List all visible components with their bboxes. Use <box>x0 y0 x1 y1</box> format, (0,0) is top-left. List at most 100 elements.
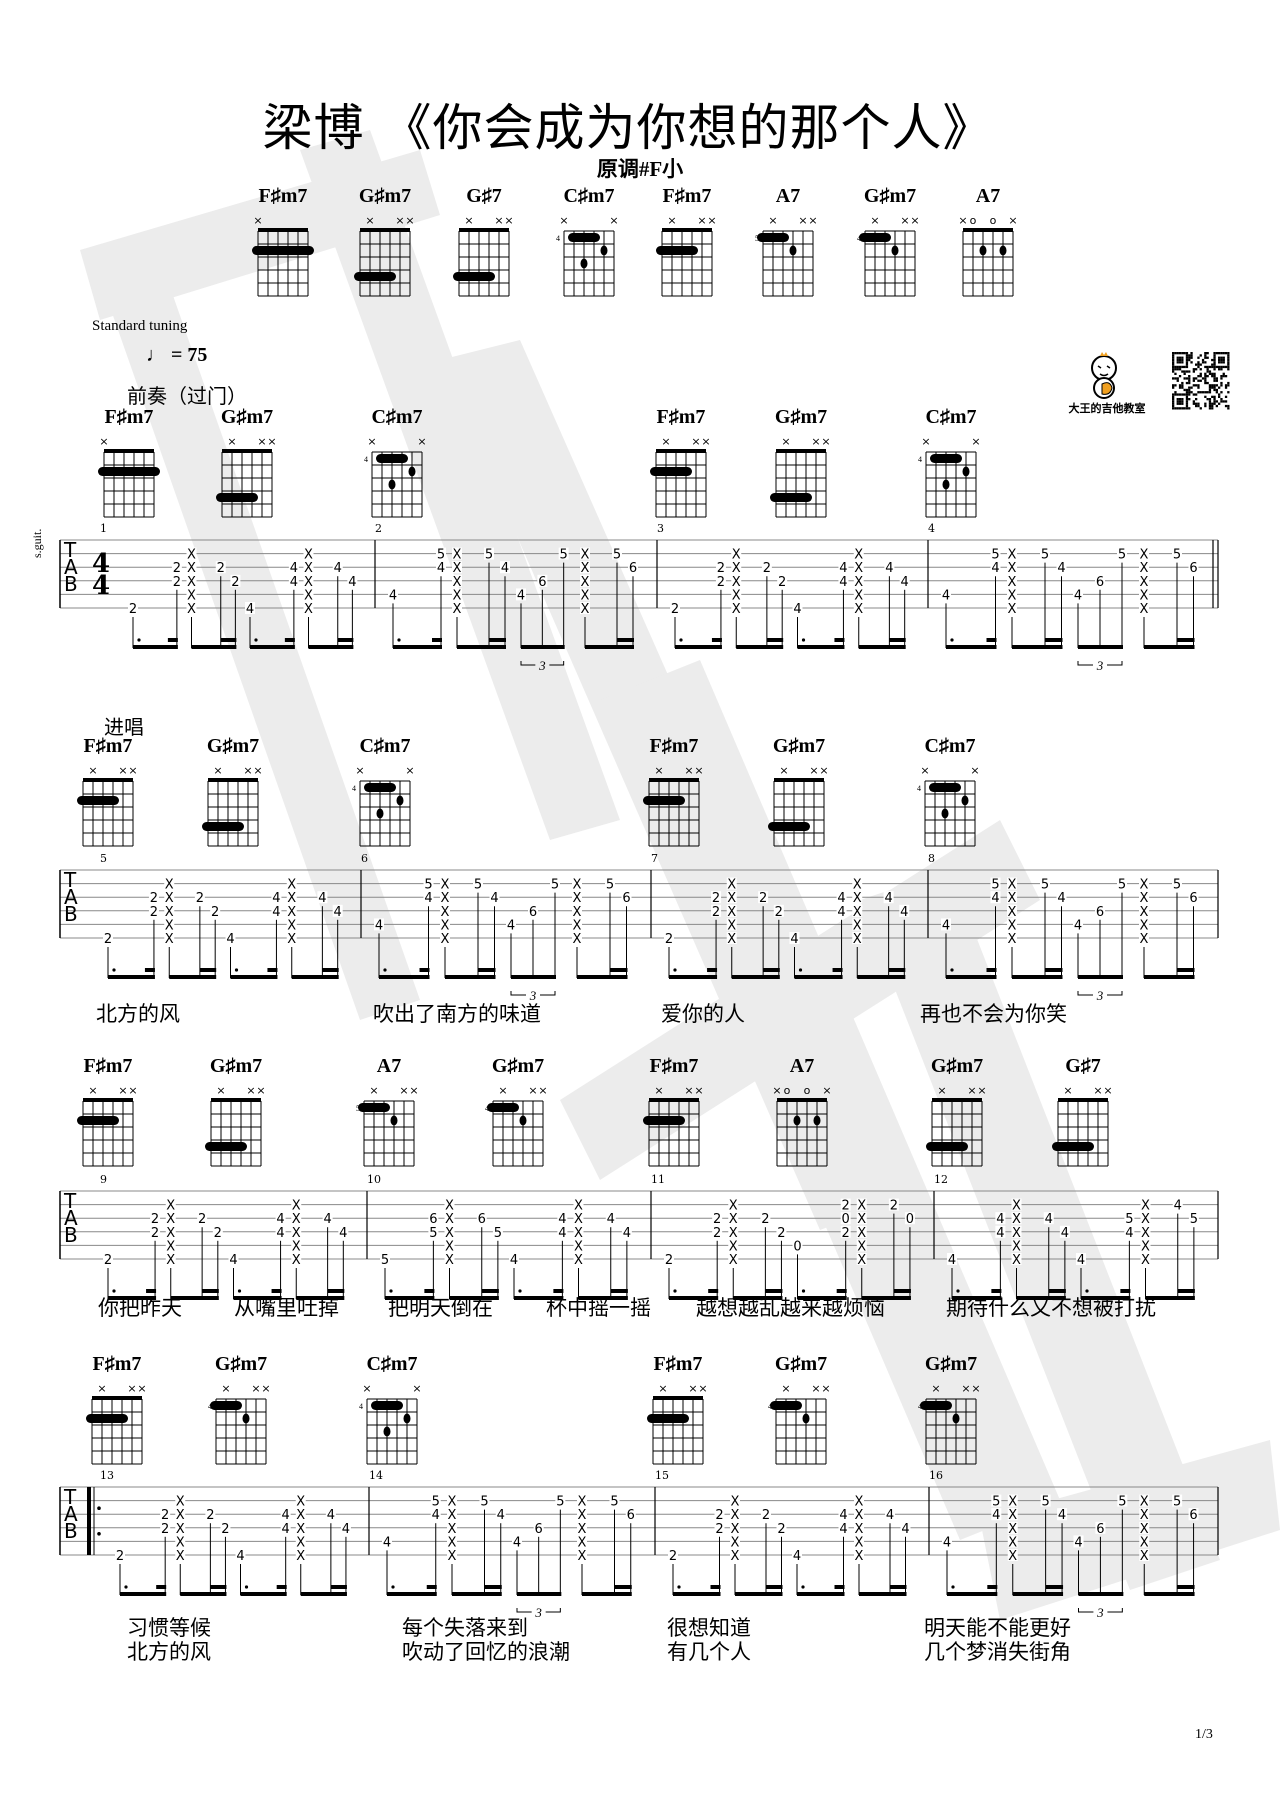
watermark-stroke <box>980 1440 1280 1620</box>
sixteenth-beam <box>711 638 722 642</box>
beam <box>191 645 237 649</box>
dead-note: X <box>441 891 450 906</box>
sixteenth-beam <box>267 968 278 972</box>
chord-name: F♯m7 <box>258 185 308 207</box>
dead-note: X <box>1012 1199 1021 1214</box>
sixteenth-beam <box>1045 1585 1064 1589</box>
note-bg <box>245 602 255 614</box>
muted-string-icon: × <box>256 1084 265 1097</box>
qr-module <box>1204 395 1207 398</box>
qr-module <box>1206 398 1209 401</box>
tab-event: 5 <box>609 1494 620 1510</box>
fret-number: 0 <box>906 1212 914 1227</box>
muted-string-icon: × <box>216 1084 225 1097</box>
note-bg <box>1007 932 1017 944</box>
muted-string-icon: × <box>697 214 706 227</box>
tab-clef: T <box>63 1189 77 1213</box>
note-bg <box>452 547 462 560</box>
qr-module <box>1218 358 1221 362</box>
note-bg <box>436 547 446 560</box>
note-bg <box>1011 1239 1022 1252</box>
chord-barre <box>77 1116 119 1125</box>
muted-string-icon: × <box>977 1084 986 1097</box>
fret-number: 5 <box>494 1226 502 1241</box>
qr-module <box>1190 391 1193 394</box>
dead-note: X <box>581 561 590 576</box>
qr-module <box>1195 393 1198 396</box>
fret-number: 2 <box>231 575 239 590</box>
fret-number: 2 <box>842 1199 850 1214</box>
dead-note: X <box>729 1239 738 1254</box>
sixteenth-beam <box>614 1585 632 1589</box>
fret-number: 5 <box>1041 878 1049 893</box>
fret-number: 2 <box>890 1199 898 1214</box>
note-bg <box>573 1198 584 1211</box>
note-bg <box>854 1535 864 1548</box>
beam <box>857 975 906 979</box>
qr-module <box>1211 363 1214 366</box>
note-bg <box>476 1212 487 1225</box>
dead-note: X <box>292 1226 301 1241</box>
dead-note: X <box>166 1199 175 1214</box>
qr-module <box>1218 402 1221 405</box>
chord-name: F♯m7 <box>104 406 154 428</box>
note-bg <box>1073 1535 1084 1548</box>
fret-number: 5 <box>560 548 568 563</box>
beam <box>946 975 997 979</box>
dead-note: X <box>1008 1495 1017 1510</box>
note-bg <box>941 918 951 931</box>
tab-event: 4 <box>1073 918 1083 933</box>
qr-module <box>1208 370 1212 373</box>
chord-diagram: × × × <box>354 214 415 297</box>
lyric-text: 爱你的人 <box>661 1002 745 1026</box>
note-bg <box>150 1225 161 1238</box>
tempo-marking: ♩ = 75 <box>146 344 207 367</box>
fret-number: 2 <box>173 575 181 590</box>
tab-event: 4 <box>899 574 910 590</box>
beam <box>308 645 354 649</box>
tab-event: 4 <box>1073 1535 1084 1550</box>
muted-string-icon: × <box>958 214 967 227</box>
fret-number: 2 <box>775 905 783 920</box>
tab-event: 4 <box>340 1521 351 1537</box>
tab-event: 6 <box>476 1212 487 1227</box>
dead-note: X <box>1012 1212 1021 1227</box>
tab-event: 44 <box>838 561 849 590</box>
note-bg <box>303 602 314 614</box>
beam <box>1144 645 1195 649</box>
qr-module <box>1220 400 1223 403</box>
note-bg <box>883 891 894 904</box>
tab-event: 6 <box>533 1521 544 1537</box>
fret-number: 5 <box>1041 548 1049 563</box>
sixteenth-beam <box>167 638 178 642</box>
chord-dot <box>941 808 949 819</box>
muted-string-icon: × <box>937 1084 946 1097</box>
note-bg <box>1076 1253 1086 1265</box>
muted-string-icon: × <box>369 1084 378 1097</box>
note-bg <box>230 574 241 587</box>
lyric-text: 北方的风 <box>127 1640 211 1664</box>
note-bg <box>295 1549 306 1561</box>
dead-note: X <box>1140 918 1149 933</box>
chord-start-fret: 4 <box>352 784 356 793</box>
fret-number: 2 <box>715 1522 723 1537</box>
qr-module <box>1172 365 1175 369</box>
note-bg <box>557 1212 568 1225</box>
beam <box>1144 975 1195 979</box>
qr-module <box>1188 381 1191 385</box>
note-bg <box>150 1212 161 1225</box>
sixteenth-beam <box>890 1585 907 1589</box>
note-bg <box>444 1225 455 1238</box>
logo: 大王的吉他教室 <box>1064 350 1150 416</box>
qr-module <box>1181 386 1184 389</box>
chord-diagram: × o o × <box>958 214 1018 297</box>
chord-barre <box>487 1103 519 1112</box>
chord-diagram: 4× × × <box>208 1382 271 1465</box>
note-bg <box>792 1549 802 1561</box>
dead-note: X <box>448 1508 457 1523</box>
qr-module <box>1220 381 1223 385</box>
dead-note: X <box>453 588 462 603</box>
dead-note: X <box>731 1522 740 1537</box>
dead-note: X <box>578 1508 587 1523</box>
note-bg <box>899 574 910 587</box>
